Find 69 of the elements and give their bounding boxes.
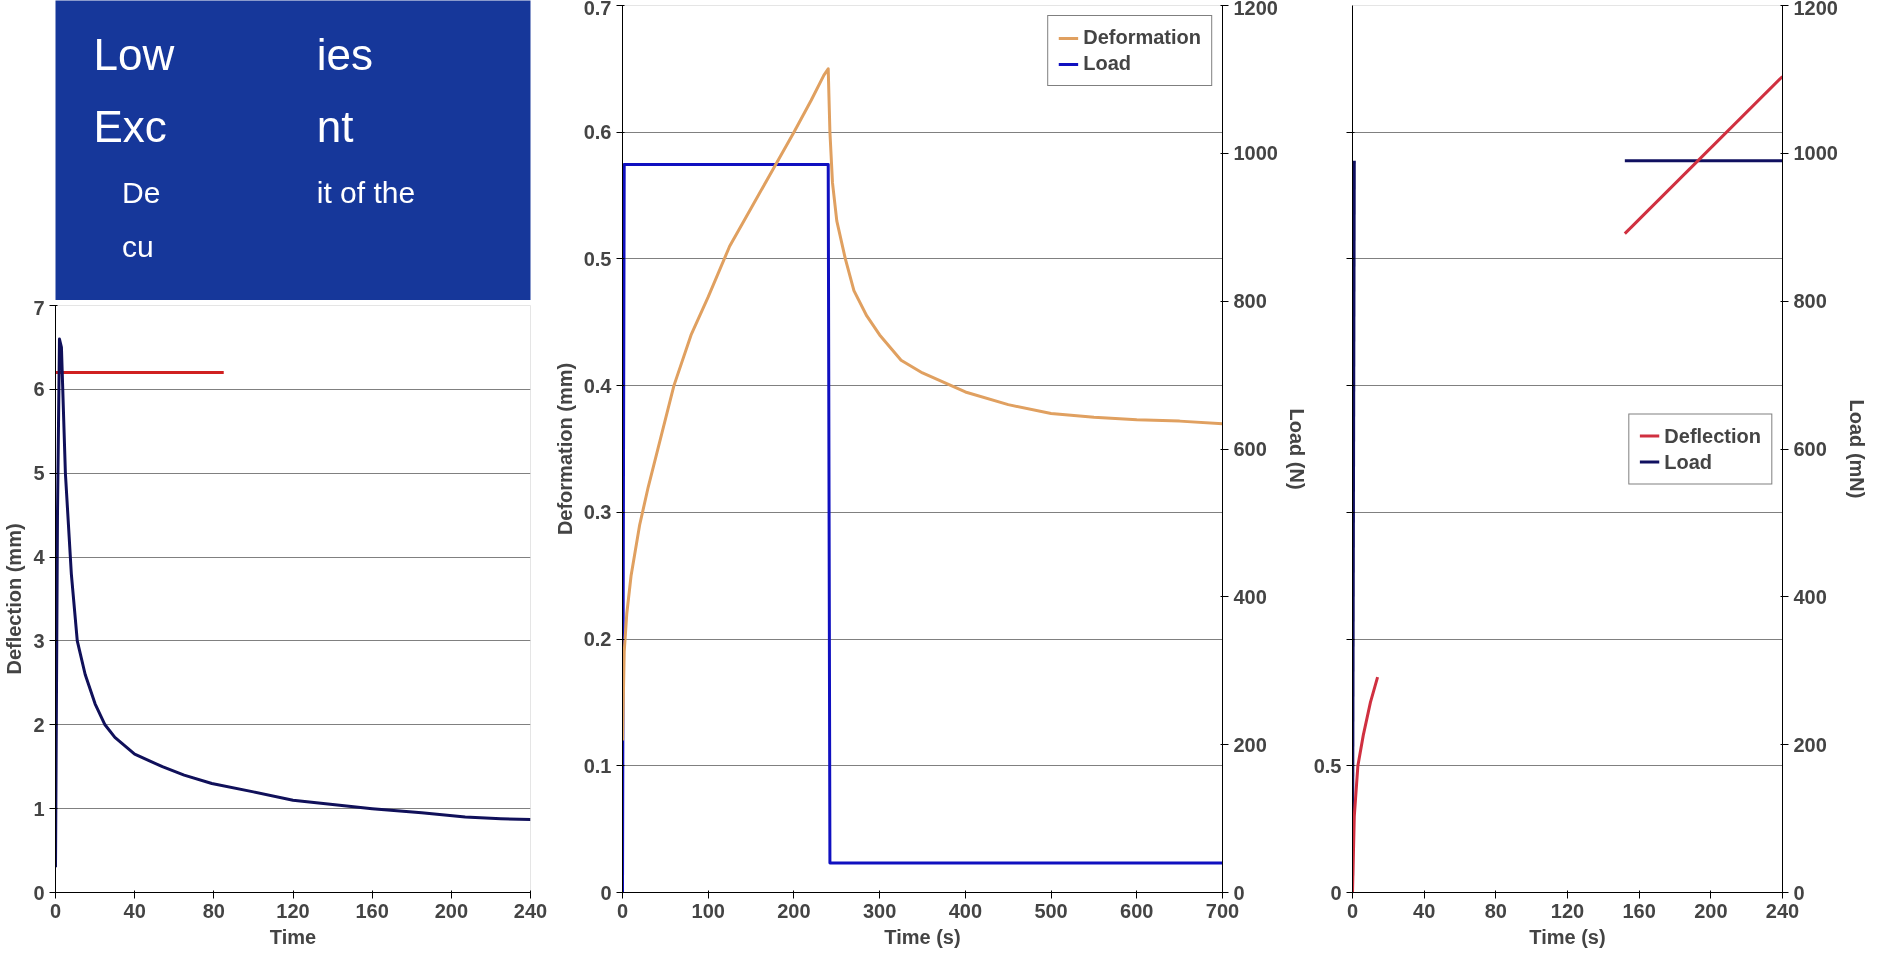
y2-tick-label: 800: [1233, 290, 1267, 313]
legend-label: Load: [1664, 450, 1713, 473]
y-tick-label: 7: [33, 296, 45, 319]
x-tick-label: 300: [862, 899, 897, 922]
text: cu: [122, 230, 154, 263]
y-tick-label: 0: [600, 881, 612, 904]
legend-label: Deformation: [1083, 26, 1201, 49]
y-tick-label: 0.5: [1313, 754, 1342, 777]
text: ies: [316, 30, 373, 79]
y2-tick-label: 400: [1793, 585, 1827, 608]
y2-axis-title: Load (mN): [1845, 399, 1868, 499]
legend-label: Deflection: [1664, 424, 1761, 447]
y-tick-label: 0: [33, 881, 45, 904]
y2-tick-label: 200: [1233, 733, 1267, 756]
y-tick-label: 0.7: [583, 0, 612, 19]
y-tick-label: 0.2: [583, 628, 612, 651]
y-tick-label: 1: [33, 797, 45, 820]
x-tick-label: 0: [616, 899, 629, 922]
y-tick-label: 0.3: [583, 501, 612, 524]
y2-tick-label: 600: [1793, 438, 1827, 460]
y-tick-label: 0.1: [583, 754, 612, 777]
x-tick-label: 100: [691, 899, 725, 922]
y-axis-title: Deflection (mm): [3, 523, 26, 675]
x-tick-label: 120: [1550, 899, 1585, 922]
y-tick-label: 0.4: [583, 374, 613, 397]
y2-tick-label: 400: [1233, 585, 1267, 608]
y-tick-label: 4: [33, 546, 46, 569]
y-tick-label: 6: [33, 378, 45, 401]
text: nt: [316, 102, 354, 151]
legend-label: Load: [1083, 52, 1131, 75]
y2-tick-label: 1000: [1793, 142, 1838, 165]
y2-tick-label: 200: [1793, 733, 1827, 756]
x-tick-label: 0: [1346, 899, 1359, 922]
x-axis-title: Time (s): [884, 925, 961, 948]
x-tick-label: 0: [49, 899, 62, 922]
text: De: [122, 176, 161, 209]
y2-tick-label: 1200: [1233, 0, 1278, 19]
x-tick-label: 400: [948, 899, 983, 922]
line-series: [55, 337, 531, 869]
y2-tick-label: 1000: [1233, 142, 1278, 165]
x-tick-label: 240: [513, 899, 548, 922]
x-tick-label: 40: [123, 899, 146, 922]
x-tick-label: 200: [777, 899, 811, 922]
y-tick-label: 2: [33, 713, 45, 736]
text: it of the: [316, 176, 416, 209]
y2-tick-label: 600: [1233, 438, 1267, 460]
x-tick-label: 200: [1694, 899, 1728, 922]
y2-axis-title: Load (N): [1285, 408, 1308, 490]
x-tick-label: 120: [276, 899, 310, 922]
text: Exc: [93, 102, 167, 151]
y-axis-title: Deformation (mm): [553, 362, 576, 536]
x-tick-label: 600: [1120, 899, 1154, 922]
x-tick-label: 80: [1484, 899, 1507, 922]
y-tick-label: 3: [33, 629, 45, 652]
y-tick-label: 0.6: [583, 121, 612, 144]
x-tick-label: 160: [355, 899, 389, 922]
y-tick-label: 0.5: [583, 247, 612, 270]
x-tick-label: 160: [1622, 899, 1656, 922]
x-tick-label: 40: [1413, 899, 1436, 922]
x-axis-title: Time (s): [1529, 925, 1606, 948]
x-tick-label: 500: [1034, 899, 1068, 922]
x-tick-label: 80: [202, 899, 225, 922]
y2-tick-label: 1200: [1793, 0, 1838, 19]
text: Low: [93, 30, 175, 79]
line-series: [1352, 675, 1380, 893]
y-tick-label: 5: [33, 462, 45, 485]
x-tick-label: 200: [434, 899, 469, 922]
x-axis-title: Time: [269, 925, 317, 948]
y2-tick-label: 800: [1793, 290, 1827, 313]
